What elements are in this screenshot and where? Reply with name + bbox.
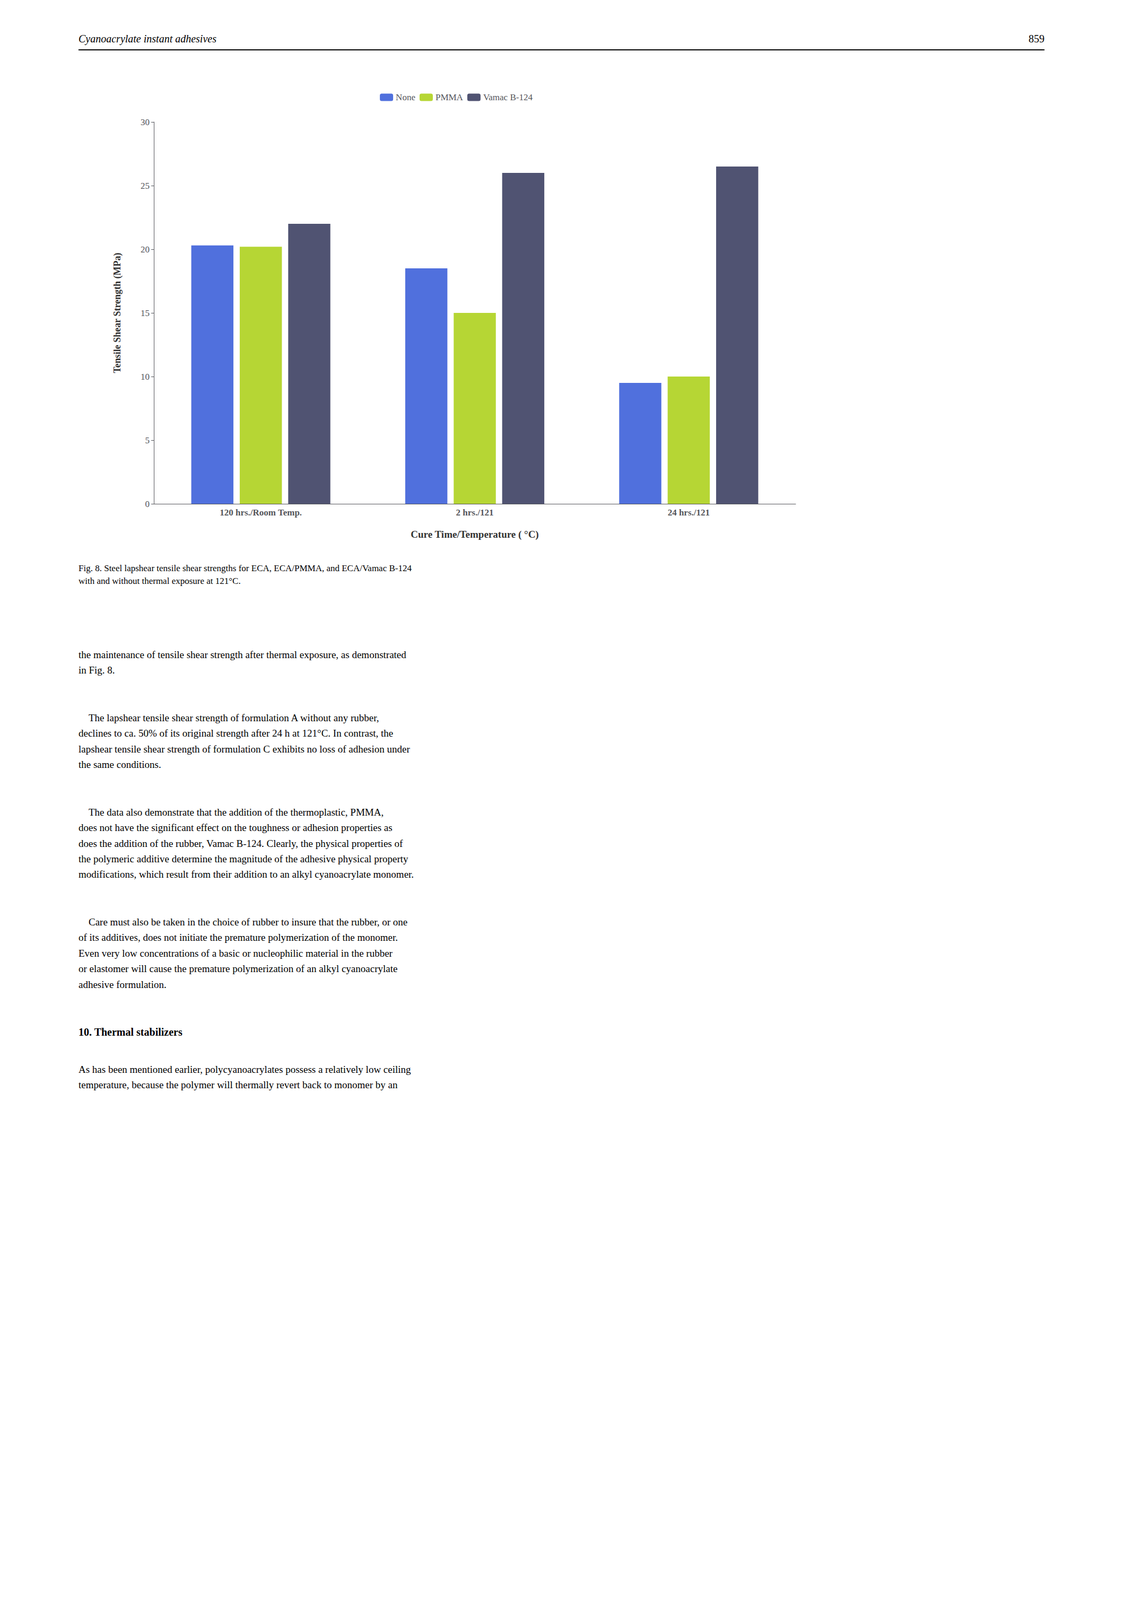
html-text:the maintenance of tensile she: the maintenance of tensile shear strengt… [78, 649, 407, 677]
svg-text:120 hrs./Room Temp.: 120 hrs./Room Temp. [219, 507, 302, 518]
svg-text:PMMA: PMMA [435, 92, 464, 103]
html-text:with and without thermal expos: with and without thermal exposure at 121… [78, 575, 241, 587]
html-text:As has been mentioned earlier,: As has been mentioned earlier, polycyano… [78, 1064, 411, 1091]
svg-text:30: 30 [140, 117, 150, 128]
html-text:859: 859 [1028, 32, 1045, 45]
svg-text:Tensile Shear Strength (MPa): Tensile Shear Strength (MPa) [111, 252, 124, 373]
html-text:The data also demonstrate that: The data also demonstrate that the addit… [78, 806, 414, 881]
svg-text:5: 5 [145, 435, 151, 446]
svg-text:0: 0 [145, 499, 151, 510]
html-text:Care must also be taken in the: Care must also be taken in the choice of… [78, 916, 408, 991]
html-text:10. Thermal stabilizers: 10. Thermal stabilizers [78, 1026, 183, 1039]
html-text:Cyanoacrylate instant adhesive: Cyanoacrylate instant adhesives [78, 32, 217, 45]
svg-text:Vamac B-124: Vamac B-124 [483, 92, 534, 103]
svg-text:20: 20 [140, 244, 150, 255]
svg-text:10: 10 [140, 371, 150, 382]
html-text:Fig. 8. Steel lapshear tensile: Fig. 8. Steel lapshear tensile shear str… [78, 563, 412, 574]
svg-text:15: 15 [140, 308, 150, 319]
svg-text:None: None [395, 92, 416, 103]
svg-text:Cure Time/Temperature ( °C): Cure Time/Temperature ( °C) [410, 528, 539, 541]
html-text:The lapshear tensile shear str: The lapshear tensile shear strength of f… [78, 712, 410, 771]
svg-text:25: 25 [140, 180, 150, 191]
svg-text:2 hrs./121: 2 hrs./121 [456, 507, 494, 518]
svg-text:24 hrs./121: 24 hrs./121 [667, 507, 710, 518]
